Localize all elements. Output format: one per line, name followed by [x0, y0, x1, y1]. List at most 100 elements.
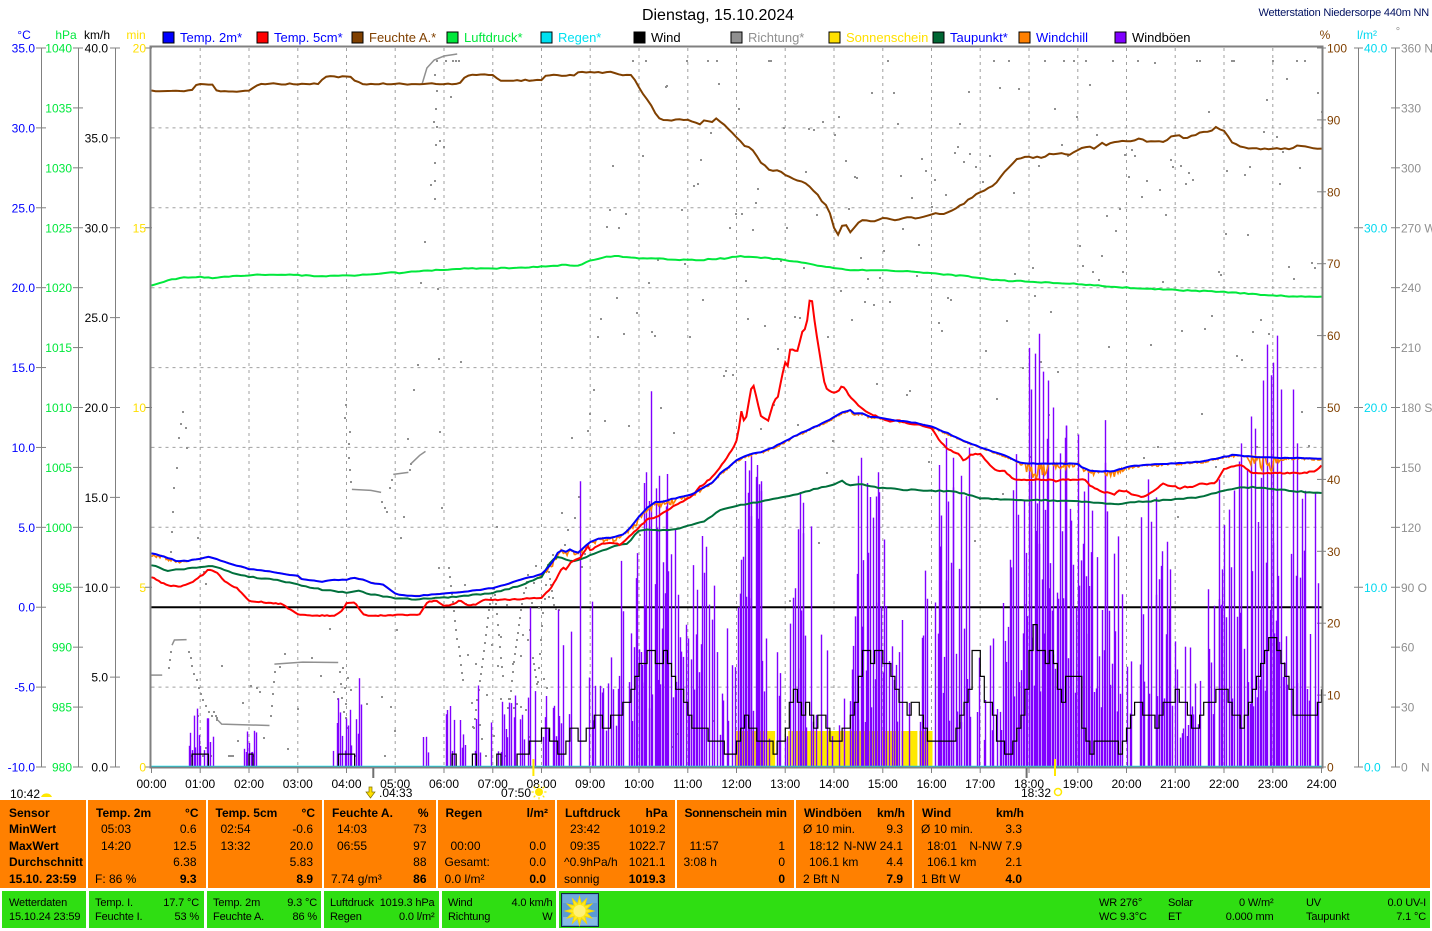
svg-text:5: 5 — [139, 581, 146, 595]
svg-text:60: 60 — [1401, 641, 1415, 655]
svg-text:l/m²: l/m² — [1357, 28, 1377, 42]
svg-text:hPa: hPa — [55, 28, 77, 42]
svg-text:300: 300 — [1401, 161, 1421, 175]
svg-text:N: N — [1421, 761, 1430, 775]
svg-text:90 O: 90 O — [1401, 581, 1427, 595]
svg-text:%: % — [1320, 28, 1331, 42]
svg-text:00:00: 00:00 — [136, 777, 166, 791]
svg-text:980: 980 — [52, 761, 72, 775]
svg-text:14:00: 14:00 — [819, 777, 849, 791]
svg-text:-5.0: -5.0 — [14, 681, 35, 695]
svg-text:Feuchte A.*: Feuchte A.* — [369, 30, 436, 45]
svg-text:15: 15 — [133, 221, 147, 235]
svg-text:09:00: 09:00 — [575, 777, 605, 791]
svg-text:5.0: 5.0 — [91, 671, 108, 685]
svg-text:330: 330 — [1401, 101, 1421, 115]
svg-text:20.0: 20.0 — [1364, 401, 1388, 415]
svg-text:25.0: 25.0 — [85, 311, 109, 325]
svg-text:Windböen: Windböen — [1132, 30, 1191, 45]
svg-text:1035: 1035 — [45, 101, 72, 115]
svg-text:30.0: 30.0 — [1364, 221, 1388, 235]
svg-text:270 W: 270 W — [1401, 221, 1432, 235]
svg-text:Temp. 5cm*: Temp. 5cm* — [274, 30, 343, 45]
svg-text:20.0: 20.0 — [85, 401, 109, 415]
svg-text:0: 0 — [139, 761, 146, 775]
svg-text:1005: 1005 — [45, 461, 72, 475]
svg-text:16:00: 16:00 — [916, 777, 946, 791]
svg-text:Windchill: Windchill — [1036, 30, 1088, 45]
svg-text:60: 60 — [1327, 329, 1341, 343]
svg-text:18:00: 18:00 — [1014, 777, 1044, 791]
svg-text:0.0: 0.0 — [1364, 761, 1381, 775]
svg-text:90: 90 — [1327, 113, 1341, 127]
svg-text:0.0: 0.0 — [18, 601, 35, 615]
svg-text:17:00: 17:00 — [965, 777, 995, 791]
svg-text:0: 0 — [1327, 761, 1334, 775]
svg-text:min: min — [126, 28, 145, 42]
svg-text:Taupunkt*: Taupunkt* — [950, 30, 1008, 45]
svg-text:985: 985 — [52, 701, 72, 715]
svg-text:22:00: 22:00 — [1209, 777, 1239, 791]
svg-text:1040: 1040 — [45, 42, 72, 56]
svg-text:30.0: 30.0 — [85, 221, 109, 235]
svg-text:05:00: 05:00 — [380, 777, 410, 791]
svg-text:0: 0 — [1401, 761, 1408, 775]
svg-text:1030: 1030 — [45, 161, 72, 175]
svg-text:10.0: 10.0 — [85, 581, 109, 595]
svg-text:-10.0: -10.0 — [8, 761, 36, 775]
svg-text:30.0: 30.0 — [12, 121, 36, 135]
svg-text:°C: °C — [17, 28, 31, 42]
svg-text:19:00: 19:00 — [1063, 777, 1093, 791]
svg-text:120: 120 — [1401, 521, 1421, 535]
svg-text:210: 210 — [1401, 341, 1421, 355]
svg-text:15:00: 15:00 — [868, 777, 898, 791]
svg-text:21:00: 21:00 — [1160, 777, 1190, 791]
svg-text:40.0: 40.0 — [1364, 42, 1388, 56]
svg-text:13:00: 13:00 — [770, 777, 800, 791]
svg-text:150: 150 — [1401, 461, 1421, 475]
svg-text:11:00: 11:00 — [673, 777, 702, 791]
svg-text:20: 20 — [1327, 617, 1341, 631]
svg-text:1025: 1025 — [45, 221, 72, 235]
svg-text:40.0: 40.0 — [85, 42, 109, 56]
svg-text:15.0: 15.0 — [12, 361, 36, 375]
svg-text:70: 70 — [1327, 257, 1341, 271]
svg-text:°: ° — [1396, 26, 1400, 38]
svg-text:995: 995 — [52, 581, 72, 595]
svg-text:Regen*: Regen* — [558, 30, 601, 45]
svg-text:10:00: 10:00 — [624, 777, 654, 791]
svg-text:06:00: 06:00 — [429, 777, 459, 791]
svg-text:0.0: 0.0 — [91, 761, 108, 775]
svg-text:Sonnenschein: Sonnenschein — [846, 30, 928, 45]
svg-text:5.0: 5.0 — [18, 521, 35, 535]
svg-text:1010: 1010 — [45, 401, 72, 415]
svg-text:24:00: 24:00 — [1306, 777, 1336, 791]
svg-text:10: 10 — [133, 401, 147, 415]
svg-text:30: 30 — [1401, 701, 1415, 715]
svg-text:Temp. 2m*: Temp. 2m* — [180, 30, 242, 45]
svg-text:35.0: 35.0 — [12, 42, 36, 56]
svg-text:07:00: 07:00 — [478, 777, 508, 791]
svg-text:10: 10 — [1327, 689, 1341, 703]
svg-text:990: 990 — [52, 641, 72, 655]
svg-text:20.0: 20.0 — [12, 281, 36, 295]
svg-text:240: 240 — [1401, 281, 1421, 295]
svg-text:15.0: 15.0 — [85, 491, 109, 505]
svg-text:1000: 1000 — [45, 521, 72, 535]
svg-text:Wetterstation Niedersorpe 440m: Wetterstation Niedersorpe 440m NN — [1259, 7, 1430, 19]
svg-text:04:00: 04:00 — [331, 777, 361, 791]
svg-text:10.0: 10.0 — [1364, 581, 1388, 595]
svg-text:20:00: 20:00 — [1111, 777, 1141, 791]
svg-text:100: 100 — [1327, 42, 1347, 56]
svg-text:80: 80 — [1327, 185, 1341, 199]
svg-text:1020: 1020 — [45, 281, 72, 295]
svg-text:23:00: 23:00 — [1258, 777, 1288, 791]
svg-text:50: 50 — [1327, 401, 1341, 415]
svg-text:Dienstag, 15.10.2024: Dienstag, 15.10.2024 — [642, 7, 794, 24]
svg-text:Luftdruck*: Luftdruck* — [464, 30, 523, 45]
svg-text:35.0: 35.0 — [85, 131, 109, 145]
svg-text:.04:33: .04:33 — [379, 786, 413, 800]
svg-text:01:00: 01:00 — [185, 777, 215, 791]
svg-text:20: 20 — [133, 42, 147, 56]
svg-text:10:42: 10:42 — [10, 787, 40, 800]
